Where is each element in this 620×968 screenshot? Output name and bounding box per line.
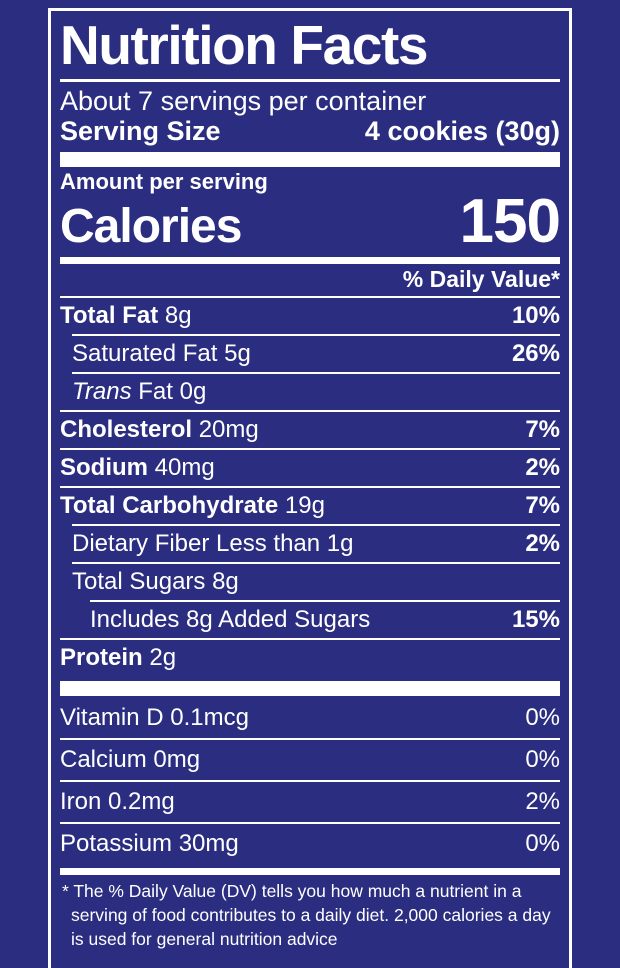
nutrient-name: Total Carbohydrate 19g xyxy=(60,491,325,519)
vitamins-separator-bar xyxy=(60,680,560,696)
serving-size-value: 4 cookies (30g) xyxy=(364,116,560,147)
title-divider xyxy=(60,79,560,82)
nutrient-amount: Less than 1g xyxy=(209,529,354,557)
vitamin-daily-value: 2% xyxy=(525,787,560,815)
nutrient-amount: 8g xyxy=(158,301,192,329)
nutrient-daily-value: 2% xyxy=(525,529,560,557)
nutrient-row: Total Fat 8g 10% xyxy=(60,295,560,334)
serving-separator-bar xyxy=(60,152,560,168)
nutrient-row: Trans Fat 0g xyxy=(72,371,560,410)
vitamin-name: Calcium 0mg xyxy=(60,745,201,773)
nutrient-row: Total Sugars 8g xyxy=(72,561,560,600)
nutrient-name: Dietary Fiber Less than 1g xyxy=(72,529,354,557)
vitamin-name: Potassium 30mg xyxy=(60,829,239,857)
nutrient-amount: 20mg xyxy=(192,415,259,443)
nutrient-row: Total Carbohydrate 19g 7% xyxy=(60,485,560,524)
vitamin-daily-value: 0% xyxy=(525,829,560,857)
servings-per-container: About 7 servings per container xyxy=(60,86,427,116)
nutrient-amount: 5g xyxy=(217,339,251,367)
nutrient-label: Cholesterol xyxy=(60,415,193,443)
nutrient-amount: 40mg xyxy=(148,453,215,481)
nutrient-name: Sodium 40mg xyxy=(60,453,215,481)
nutrition-facts-label: Nutrition Facts About 7 servings per con… xyxy=(48,8,572,968)
nutrient-daily-value: 2% xyxy=(525,453,560,481)
nutrient-italic-prefix: Trans xyxy=(72,377,132,405)
nutrient-name: Saturated Fat 5g xyxy=(72,339,251,367)
nutrient-row: Saturated Fat 5g 26% xyxy=(72,333,560,372)
protein-name: Protein xyxy=(60,643,143,671)
nutrient-amount: 19g xyxy=(278,491,325,519)
vitamin-list: Vitamin D 0.1mcg 0% Calcium 0mg 0% Iron 0.2m… xyxy=(60,698,560,864)
vitamin-row: Calcium 0mg 0% xyxy=(60,737,560,780)
nutrient-label: Fat xyxy=(138,377,173,405)
calories-separator-bar xyxy=(60,257,560,265)
nutrient-daily-value: 7% xyxy=(525,491,560,519)
nutrient-amount: 8g xyxy=(205,567,239,595)
vitamin-row: Potassium 30mg 0% xyxy=(60,821,560,864)
daily-value-footnote: * The % Daily Value (DV) tells you how m… xyxy=(62,880,551,950)
nutrient-label: Total Fat xyxy=(60,301,159,329)
vitamin-daily-value: 0% xyxy=(525,745,560,773)
nutrient-amount: 0g xyxy=(172,377,207,405)
nutrient-label: Dietary Fiber xyxy=(72,529,210,557)
calories-value: 150 xyxy=(459,187,561,257)
nutrient-label: Saturated Fat xyxy=(72,339,218,367)
nutrient-row: Dietary Fiber Less than 1g 2% xyxy=(72,523,560,562)
nutrient-label: Total Carbohydrate xyxy=(60,491,279,519)
nutrient-name: Includes 8g Added Sugars xyxy=(90,605,371,633)
vitamin-row: Vitamin D 0.1mcg 0% xyxy=(60,698,560,738)
nutrient-daily-value: 7% xyxy=(525,415,560,443)
page-title: Nutrition Facts xyxy=(60,14,428,76)
nutrient-list: Total Fat 8g 10% Saturated Fat 5g 26% Trans … xyxy=(60,295,560,638)
nutrient-name: Total Sugars 8g xyxy=(72,567,239,595)
amount-per-serving-label: Amount per serving xyxy=(60,169,268,195)
calories-label: Calories xyxy=(60,200,242,254)
nutrient-label: Sodium xyxy=(60,453,148,481)
calories-row: Calories 150 xyxy=(60,187,561,257)
label-content: Nutrition Facts About 7 servings per con… xyxy=(51,11,569,968)
vitamin-name: Iron 0.2mg xyxy=(60,787,175,815)
serving-size-label: Serving Size xyxy=(60,116,221,147)
protein-text: Protein 2g xyxy=(60,643,177,671)
vitamin-row: Iron 0.2mg 2% xyxy=(60,779,560,822)
nutrient-daily-value: 15% xyxy=(511,605,560,633)
nutrient-daily-value: 26% xyxy=(511,339,560,367)
daily-value-header: % Daily Value* xyxy=(402,266,560,293)
serving-size-row: Serving Size 4 cookies (30g) xyxy=(60,116,560,147)
nutrient-row: Sodium 40mg 2% xyxy=(60,447,560,486)
nutrient-label: Total Sugars xyxy=(72,567,206,595)
nutrient-name: Total Fat 8g xyxy=(60,301,192,329)
protein-amount: 2g xyxy=(149,643,177,671)
nutrient-name: Trans Fat 0g xyxy=(72,377,207,405)
nutrient-label: Includes 8g Added Sugars xyxy=(90,605,371,633)
vitamin-name: Vitamin D 0.1mcg xyxy=(60,703,249,731)
footnote-separator-bar xyxy=(60,867,560,875)
nutrient-name: Cholesterol 20mg xyxy=(60,415,259,443)
nutrient-daily-value: 10% xyxy=(511,301,560,329)
protein-row: Protein 2g xyxy=(60,637,560,677)
vitamin-daily-value: 0% xyxy=(525,703,560,731)
label-canvas: Nutrition Facts About 7 servings per con… xyxy=(48,8,572,968)
nutrient-row: Cholesterol 20mg 7% xyxy=(60,409,560,448)
nutrient-row: Includes 8g Added Sugars 15% xyxy=(90,599,560,638)
